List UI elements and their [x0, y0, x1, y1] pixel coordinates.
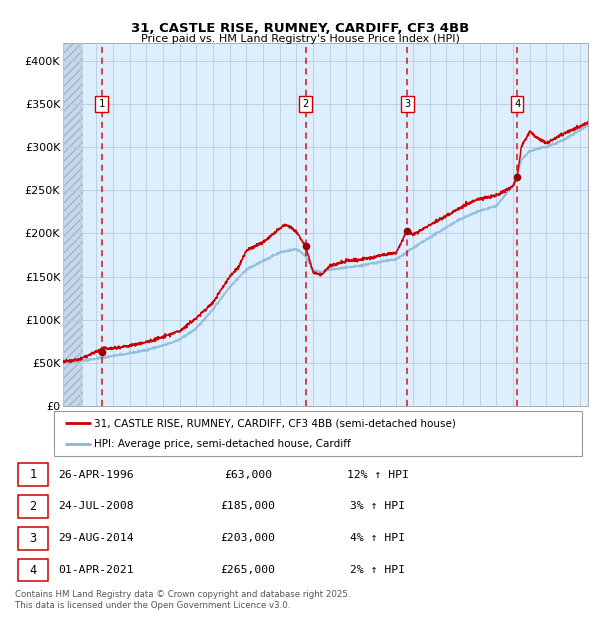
Text: 31, CASTLE RISE, RUMNEY, CARDIFF, CF3 4BB: 31, CASTLE RISE, RUMNEY, CARDIFF, CF3 4B…: [131, 22, 469, 35]
Text: 2% ↑ HPI: 2% ↑ HPI: [350, 565, 405, 575]
Text: 4% ↑ HPI: 4% ↑ HPI: [350, 533, 405, 543]
FancyBboxPatch shape: [54, 411, 582, 456]
FancyBboxPatch shape: [18, 527, 48, 550]
Text: 1: 1: [29, 468, 36, 481]
Text: 24-JUL-2008: 24-JUL-2008: [58, 502, 134, 512]
Text: 2: 2: [302, 99, 309, 109]
Text: £265,000: £265,000: [221, 565, 275, 575]
Text: £185,000: £185,000: [221, 502, 275, 512]
Text: 1: 1: [98, 99, 105, 109]
Text: HPI: Average price, semi-detached house, Cardiff: HPI: Average price, semi-detached house,…: [94, 438, 350, 449]
Text: £203,000: £203,000: [221, 533, 275, 543]
Text: 3: 3: [29, 532, 36, 545]
Text: 12% ↑ HPI: 12% ↑ HPI: [347, 470, 409, 480]
FancyBboxPatch shape: [18, 559, 48, 582]
Text: 4: 4: [514, 99, 520, 109]
Text: Contains HM Land Registry data © Crown copyright and database right 2025.
This d: Contains HM Land Registry data © Crown c…: [15, 590, 350, 609]
Text: 26-APR-1996: 26-APR-1996: [58, 470, 134, 480]
Text: 3% ↑ HPI: 3% ↑ HPI: [350, 502, 405, 512]
Text: Price paid vs. HM Land Registry's House Price Index (HPI): Price paid vs. HM Land Registry's House …: [140, 34, 460, 44]
Text: 01-APR-2021: 01-APR-2021: [58, 565, 134, 575]
Text: 2: 2: [29, 500, 36, 513]
FancyBboxPatch shape: [18, 495, 48, 518]
Text: 3: 3: [404, 99, 410, 109]
Text: 4: 4: [29, 564, 36, 577]
FancyBboxPatch shape: [18, 463, 48, 486]
Text: 31, CASTLE RISE, RUMNEY, CARDIFF, CF3 4BB (semi-detached house): 31, CASTLE RISE, RUMNEY, CARDIFF, CF3 4B…: [94, 418, 455, 428]
Text: £63,000: £63,000: [224, 470, 272, 480]
Text: 29-AUG-2014: 29-AUG-2014: [58, 533, 134, 543]
